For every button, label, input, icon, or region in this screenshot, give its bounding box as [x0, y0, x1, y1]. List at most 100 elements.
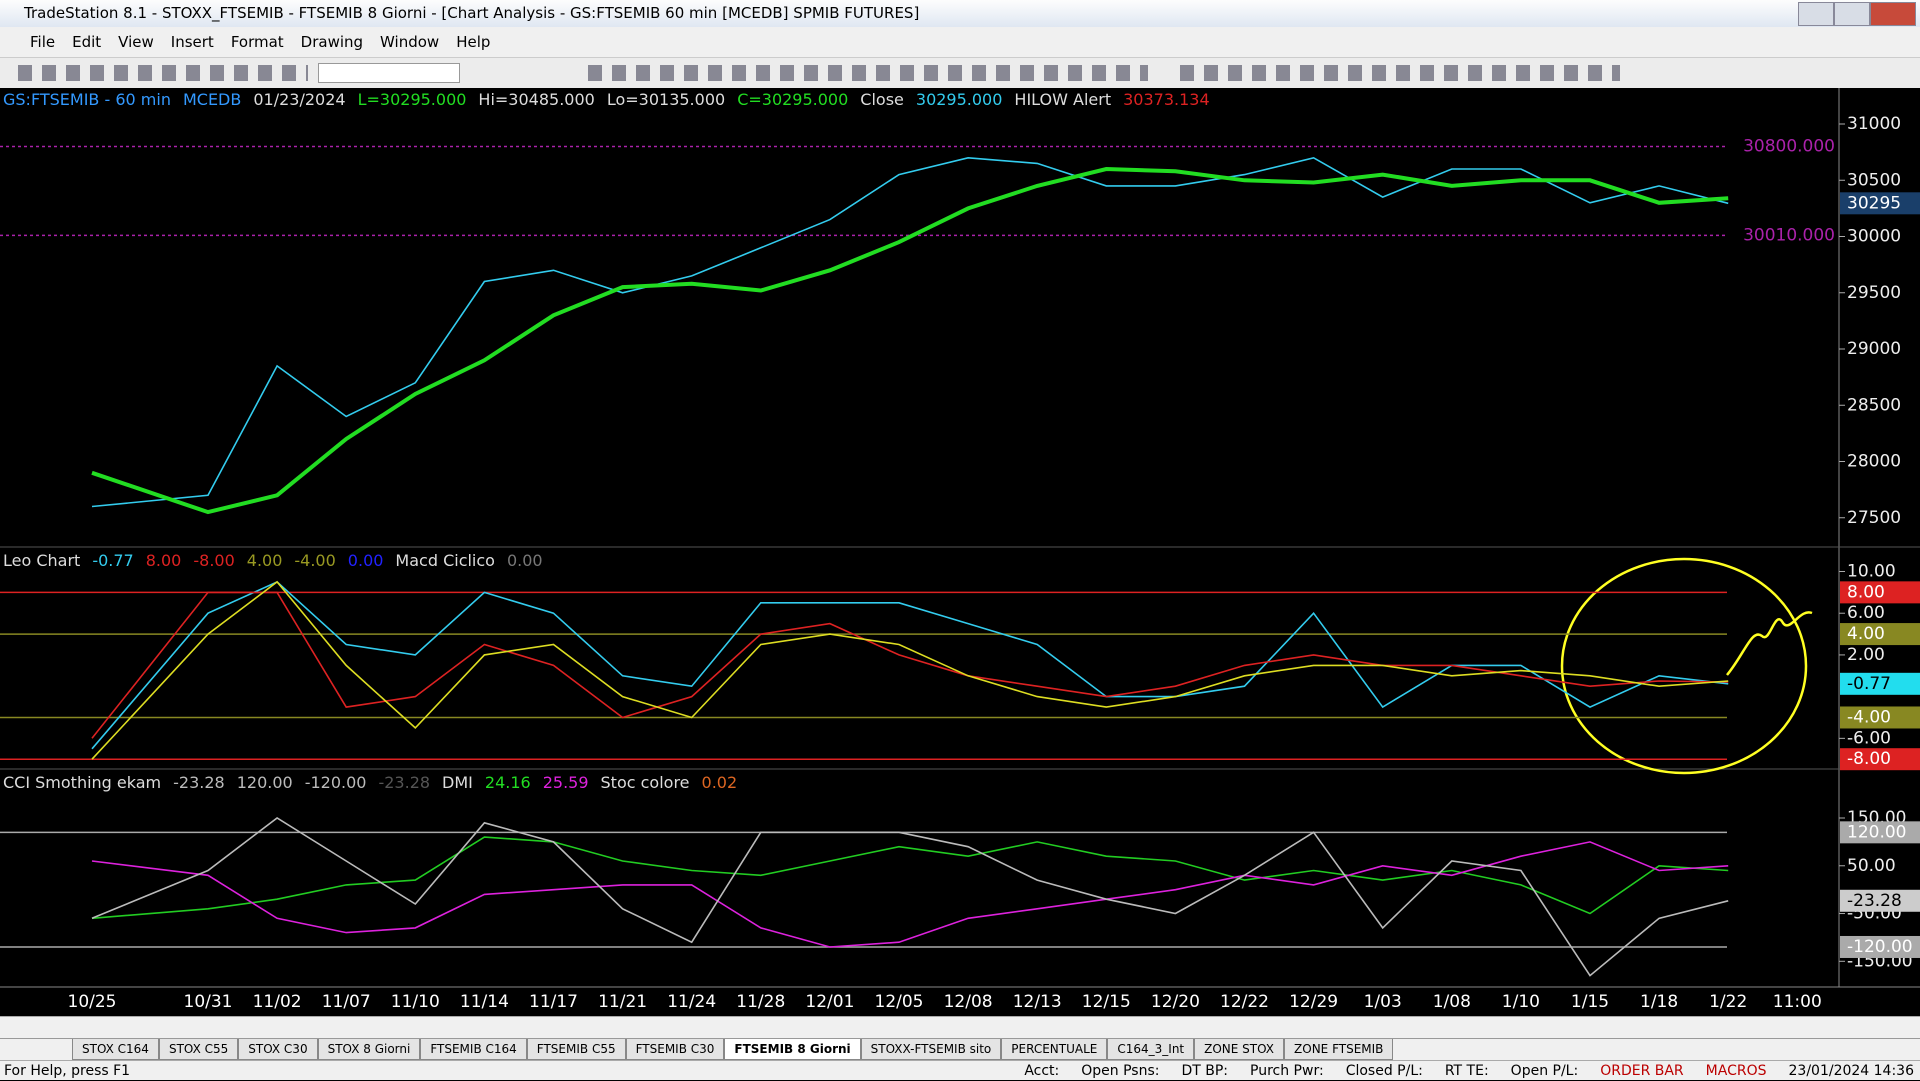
toolbar-icons[interactable] [18, 65, 308, 81]
last-value-box [1840, 889, 1920, 912]
series-line [91, 591, 1729, 739]
status-field: Open P/L: [1510, 1063, 1579, 1079]
series-line [91, 817, 1729, 977]
tab[interactable]: STOX C30 [238, 1039, 318, 1060]
header-text: -23.28 [173, 773, 225, 792]
y-tick-label: 29500 [1847, 283, 1901, 303]
tab[interactable]: STOX C55 [158, 1039, 239, 1060]
annotation-scribble [1726, 611, 1813, 676]
symbol-box[interactable] [318, 63, 460, 83]
annotation-circle [1560, 557, 1808, 775]
series-line [91, 580, 1729, 750]
toolbar-icons[interactable] [588, 65, 1148, 81]
tab[interactable]: C164_3_Int [1107, 1039, 1195, 1060]
x-tick-label: 12/29 [1289, 992, 1338, 1012]
header-text: CCI Smothing ekam [3, 773, 162, 792]
header-text: 0.00 [506, 551, 543, 570]
status-field: RT TE: [1444, 1063, 1489, 1079]
y-tick-label: 50.00 [1847, 856, 1896, 876]
level-label: -120.00 [1847, 937, 1913, 957]
last-value-label: 30295 [1847, 193, 1901, 213]
tab[interactable]: ZONE STOX [1194, 1039, 1285, 1060]
menu-bar: File Edit View Insert Format Drawing Window Hel… [0, 27, 1920, 58]
series-line [91, 156, 1729, 508]
status-bar: For Help, press F1 Acct: Open Psns: DT BP:… [0, 1060, 1920, 1080]
menu-item[interactable]: File [30, 33, 56, 51]
menu-item[interactable]: Format [230, 33, 284, 51]
tab[interactable]: STOX C164 [72, 1039, 159, 1060]
header-text: 01/23/2024 [253, 90, 346, 109]
header-text: L=30295.000 [357, 90, 467, 109]
header-text: -0.77 [92, 551, 134, 570]
level-box [1840, 821, 1920, 844]
y-tick-label: 28500 [1847, 395, 1901, 415]
level-box [1840, 706, 1920, 729]
price-header: GS:FTSEMIB - 60 min MCEDB 01/23/2024 L=3029… [3, 90, 1210, 109]
menu-item[interactable]: Edit [72, 33, 102, 51]
y-tick-label: -6.00 [1847, 728, 1891, 748]
maximize-button[interactable] [1834, 2, 1870, 26]
help-text: For Help, press F1 [4, 1063, 131, 1079]
level-box [1840, 623, 1920, 646]
level-label: 30010.000 [1743, 225, 1835, 245]
macros[interactable]: MACROS [1705, 1063, 1767, 1079]
header-text: -120.00 [304, 773, 367, 792]
drawing-tools[interactable] [1180, 65, 1620, 81]
menu-item[interactable]: Drawing [300, 33, 364, 51]
x-tick-label: 10/25 [68, 992, 117, 1012]
tab[interactable]: STOXX-FTSEMIB sito [860, 1039, 1002, 1060]
tab[interactable]: PERCENTUALE [1001, 1039, 1108, 1060]
status-field: DT BP: [1181, 1063, 1229, 1079]
x-tick-label: 11/14 [460, 992, 509, 1012]
y-tick-label: 29000 [1847, 339, 1901, 359]
menu-item[interactable]: View [118, 33, 154, 51]
y-tick-label: 31000 [1847, 114, 1901, 134]
tab[interactable]: FTSEMIB C164 [420, 1039, 527, 1060]
header-text: 25.59 [542, 773, 589, 792]
header-text: 8.00 [145, 551, 182, 570]
tab[interactable]: FTSEMIB 8 Giorni [724, 1039, 861, 1060]
tab[interactable]: FTSEMIB C55 [526, 1039, 626, 1060]
series-line [91, 166, 1729, 515]
header-text: Close [860, 90, 904, 109]
level-box [1840, 935, 1920, 958]
header-text: -4.00 [294, 551, 336, 570]
x-tick-label: 1/03 [1364, 992, 1402, 1012]
x-tick-label: 12/22 [1220, 992, 1269, 1012]
status-field: Acct: [1024, 1063, 1060, 1079]
header-text: Stoc colore [600, 773, 690, 792]
x-tick-label: 11/17 [529, 992, 578, 1012]
last-value-box [1840, 192, 1920, 215]
x-tick-label: 12/13 [1013, 992, 1062, 1012]
menu-item[interactable]: Help [456, 33, 491, 51]
level-label: 30800.000 [1743, 137, 1835, 157]
header-text: 30295.000 [915, 90, 1003, 109]
x-tick-label: 1/08 [1433, 992, 1471, 1012]
scrollbar[interactable] [0, 1016, 1920, 1038]
header-text: DMI [442, 773, 473, 792]
order-bar[interactable]: ORDER BAR [1600, 1063, 1684, 1079]
y-tick-label: 10.00 [1847, 562, 1896, 582]
close-button[interactable] [1870, 2, 1916, 26]
x-tick-label: 1/18 [1640, 992, 1678, 1012]
y-tick-label: 28000 [1847, 452, 1901, 472]
header-text: MCEDB [182, 90, 242, 109]
tab[interactable]: ZONE FTSEMIB [1284, 1039, 1394, 1060]
minimize-button[interactable] [1798, 2, 1834, 26]
y-tick-label: 2.00 [1847, 645, 1885, 665]
y-tick-label: 6.00 [1847, 603, 1885, 623]
tab[interactable]: FTSEMIB C30 [625, 1039, 725, 1060]
header-text: 0.00 [347, 551, 384, 570]
header-text: HILOW Alert [1014, 90, 1112, 109]
x-tick-label: 11/21 [598, 992, 647, 1012]
x-tick-label: 12/05 [875, 992, 924, 1012]
status-fields: Acct: Open Psns: DT BP: Purch Pwr: Closed P/… [1024, 1061, 1914, 1081]
menu-item[interactable]: Window [380, 33, 440, 51]
y-tick-label: 30500 [1847, 170, 1901, 190]
header-text: 120.00 [236, 773, 293, 792]
window-title: TradeStation 8.1 - STOXX_FTSEMIB - FTSEM… [24, 4, 920, 22]
menu-item[interactable]: Insert [170, 33, 214, 51]
tab[interactable]: STOX 8 Giorni [317, 1039, 421, 1060]
status-field: Closed P/L: [1345, 1063, 1423, 1079]
